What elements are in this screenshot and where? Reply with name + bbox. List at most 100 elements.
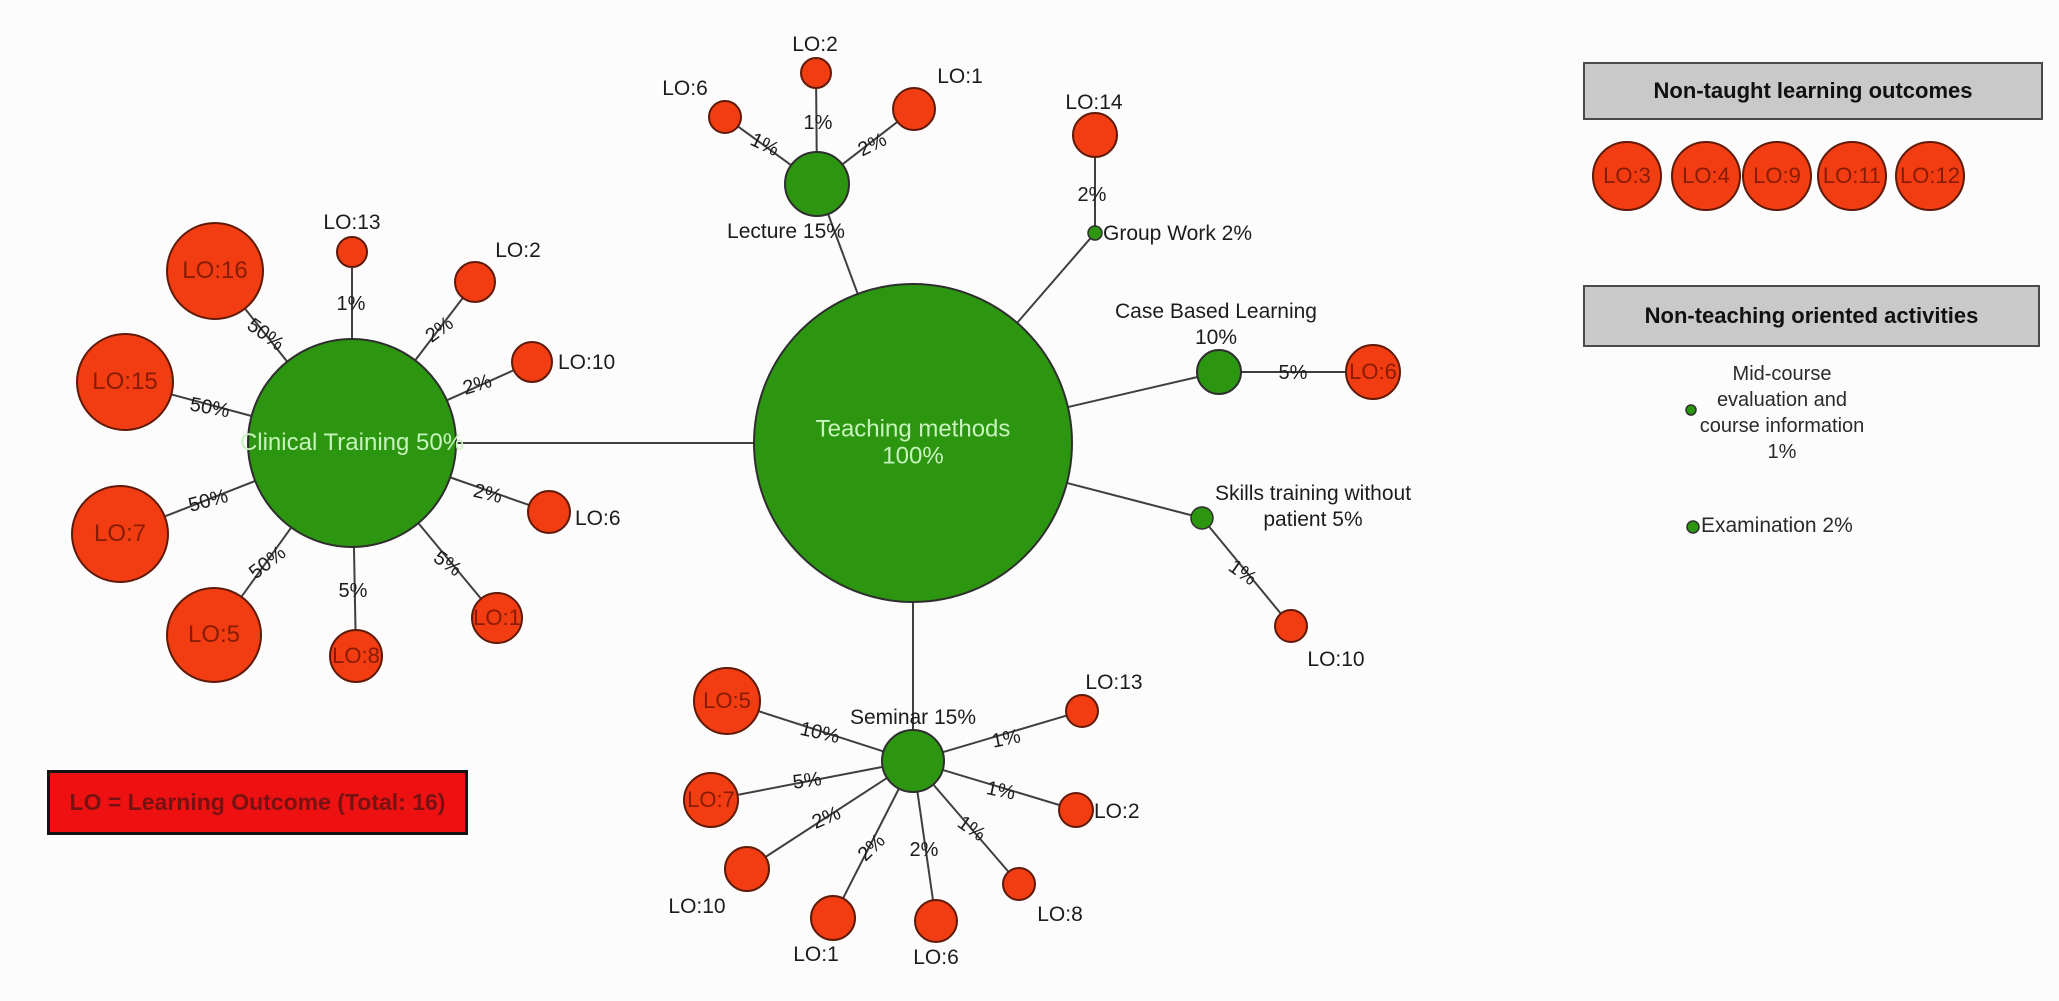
- edge-percentage-label: 10%: [798, 718, 842, 748]
- node-label-m5: LO:5: [703, 688, 751, 713]
- outcome-node-p3: [1592, 141, 1662, 211]
- outcome-node-c6: [527, 490, 571, 534]
- node-label-m1: LO:1: [793, 943, 839, 966]
- edge-line: [449, 476, 530, 507]
- node-label-S: Skills training without: [1215, 482, 1411, 505]
- node-label-L: Lecture 15%: [727, 220, 845, 243]
- outcome-node-p11: [1817, 141, 1887, 211]
- node-label-p4: LO:4: [1682, 163, 1730, 188]
- node-label-c2: LO:2: [495, 239, 541, 262]
- edge-line: [352, 546, 357, 631]
- edge-line: [1208, 525, 1282, 615]
- node-label-m7: LO:7: [687, 787, 735, 812]
- node-label-c13: LO:13: [323, 211, 380, 234]
- edge-percentage-label: 1%: [990, 725, 1023, 752]
- outcome-node-s10: [1274, 609, 1308, 643]
- midcourse-evaluation-label: Mid-course evaluation and course informa…: [1699, 363, 1865, 463]
- edge-line: [764, 777, 888, 858]
- outcome-node-c15: [76, 333, 174, 431]
- outcome-node-c7: [71, 485, 169, 583]
- node-label-C: Clinical Training 50%: [240, 429, 464, 456]
- edge-line: [916, 791, 935, 901]
- node-label-l2: LO:2: [792, 33, 838, 56]
- method-node-B: [1196, 349, 1242, 395]
- node-label-c15: LO:15: [92, 368, 157, 395]
- outcome-node-c13: [336, 236, 368, 268]
- outcome-node-l6: [708, 100, 742, 134]
- edge-line: [244, 307, 288, 363]
- node-label-S: patient 5%: [1263, 508, 1362, 531]
- edge-percentage-label: 1%: [747, 129, 783, 161]
- node-label-G: Group Work 2%: [1103, 222, 1252, 245]
- node-label-l1: LO:1: [937, 65, 983, 88]
- legend-box: LO = Learning Outcome (Total: 16): [47, 770, 468, 835]
- outcome-node-m8: [1002, 867, 1036, 901]
- edge-line: [446, 369, 515, 402]
- edge-percentage-label: 5%: [429, 546, 465, 581]
- node-label-p3: LO:3: [1603, 163, 1651, 188]
- method-node-T: [753, 283, 1073, 603]
- node-label-T: 100%: [882, 443, 943, 470]
- edge-percentage-label: 5%: [791, 768, 823, 794]
- examination-label: Examination 2%: [1701, 514, 1853, 537]
- edge-line: [171, 393, 252, 417]
- node-label-c5: LO:5: [188, 621, 240, 648]
- outcome-node-l1: [892, 87, 936, 131]
- edge-percentage-label: 5%: [1279, 362, 1308, 384]
- node-label-B: 10%: [1195, 326, 1237, 349]
- node-label-m10: LO:10: [668, 895, 725, 918]
- method-node-EX: [1686, 520, 1700, 534]
- edge-line: [1067, 375, 1198, 409]
- edge-percentage-label: 50%: [188, 394, 232, 423]
- node-label-T: Teaching methods: [816, 416, 1011, 443]
- edge-line: [827, 213, 859, 295]
- outcome-node-p12: [1895, 141, 1965, 211]
- edge-line: [414, 297, 464, 361]
- node-label-c16: LO:16: [182, 257, 247, 284]
- node-label-c6: LO:6: [575, 507, 621, 530]
- outcome-node-g14: [1072, 112, 1118, 158]
- node-label-s10: LO:10: [1307, 648, 1364, 671]
- edge-percentage-label: 2%: [460, 370, 494, 400]
- node-label-c7: LO:7: [94, 520, 146, 547]
- method-node-C: [247, 338, 457, 548]
- edge-percentage-label: 1%: [953, 812, 989, 847]
- edge-line: [417, 522, 482, 600]
- node-label-m8: LO:8: [1037, 903, 1083, 926]
- node-label-c10: LO:10: [558, 351, 615, 374]
- outcome-node-c1: [471, 592, 523, 644]
- node-label-m6: LO:6: [913, 946, 959, 969]
- edge-line: [842, 788, 900, 899]
- node-label-m2: LO:2: [1094, 800, 1140, 823]
- outcome-node-c2: [454, 261, 496, 303]
- edge-line: [841, 121, 898, 166]
- node-label-b6: LO:6: [1349, 359, 1397, 384]
- outcome-node-p9: [1742, 141, 1812, 211]
- edge-percentage-label: 1%: [337, 293, 366, 315]
- edge-line: [1016, 237, 1092, 324]
- node-label-p9: LO:9: [1753, 163, 1801, 188]
- method-node-G: [1087, 225, 1103, 241]
- edge-line: [240, 526, 293, 598]
- node-label-g14: LO:14: [1065, 91, 1123, 114]
- outcome-node-c16: [166, 222, 264, 320]
- outcome-node-m5: [693, 667, 761, 735]
- outcome-node-m2: [1058, 792, 1094, 828]
- edge-percentage-label: 2%: [471, 480, 504, 508]
- edge-percentage-label: 1%: [1224, 555, 1260, 590]
- method-node-S: [1190, 506, 1214, 530]
- panel-non-teaching-header: Non-teaching oriented activities: [1583, 285, 2040, 347]
- edge-line: [164, 480, 256, 518]
- edge-percentage-label: 50%: [186, 485, 231, 517]
- outcome-node-m13: [1065, 694, 1099, 728]
- edge-line: [815, 87, 818, 153]
- edge-percentage-label: 2%: [809, 802, 844, 834]
- outcome-node-m7: [683, 772, 739, 828]
- panel-non-taught-header: Non-taught learning outcomes: [1583, 62, 2043, 120]
- node-label-M: Seminar 15%: [850, 706, 976, 729]
- edge-percentage-label: 1%: [984, 777, 1017, 804]
- outcome-node-m6: [914, 899, 958, 943]
- outcome-node-c5: [166, 587, 262, 683]
- edge-line: [932, 783, 1010, 873]
